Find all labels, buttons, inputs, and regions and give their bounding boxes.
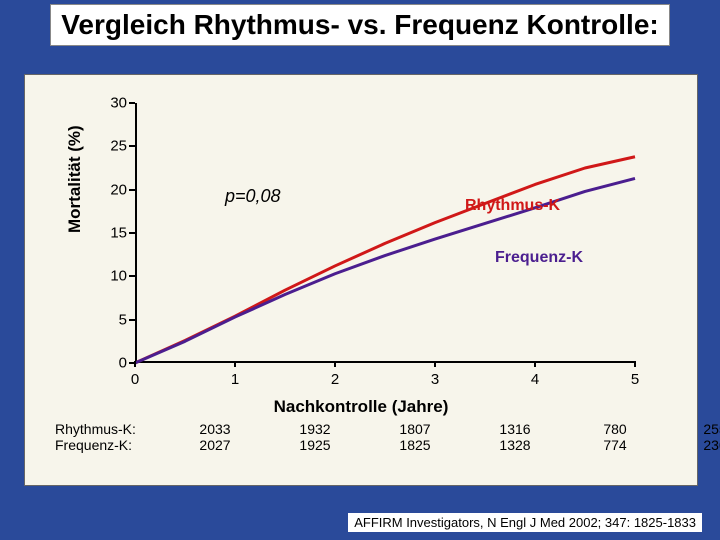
x-tick-label: 1 bbox=[231, 371, 239, 388]
risk-cell: 774 bbox=[565, 437, 665, 453]
y-tick-label: 10 bbox=[110, 268, 127, 285]
x-tick bbox=[334, 361, 336, 367]
plot-area: 051015202530012345p=0,08Rhythmus-KFreque… bbox=[135, 103, 635, 363]
risk-row: Frequenz-K:2027192518251328774236 bbox=[55, 437, 720, 453]
risk-cell: 2033 bbox=[165, 421, 265, 437]
x-tick bbox=[234, 361, 236, 367]
slide: Vergleich Rhythmus- vs. Frequenz Kontrol… bbox=[0, 0, 720, 540]
y-tick bbox=[129, 319, 135, 321]
risk-row: Rhythmus-K:2033193218071316780255 bbox=[55, 421, 720, 437]
citation-text: AFFIRM Investigators, N Engl J Med 2002;… bbox=[348, 513, 702, 532]
risk-cell: 255 bbox=[665, 421, 720, 437]
chart-lines bbox=[135, 103, 635, 363]
risk-cell: 2027 bbox=[165, 437, 265, 453]
chart-panel: Mortalität (%) 0 5 10 15 20 25 30 0 1 2 3 4 5 p=0,08 R… bbox=[24, 74, 698, 486]
x-tick bbox=[434, 361, 436, 367]
title-box: Vergleich Rhythmus- vs. Frequenz Kontrol… bbox=[50, 4, 670, 46]
risk-row-label: Frequenz-K: bbox=[55, 437, 165, 453]
x-tick-label: 2 bbox=[331, 371, 339, 388]
y-tick-label: 20 bbox=[110, 181, 127, 198]
p-value-label: p=0,08 bbox=[225, 186, 281, 207]
risk-cell: 1807 bbox=[365, 421, 465, 437]
series-label: Rhythmus-K bbox=[465, 197, 560, 215]
y-tick-label: 25 bbox=[110, 138, 127, 155]
x-tick-label: 4 bbox=[531, 371, 539, 388]
y-tick bbox=[129, 145, 135, 147]
y-tick bbox=[129, 189, 135, 191]
at-risk-table: Rhythmus-K:2033193218071316780255Frequen… bbox=[55, 421, 720, 453]
risk-cell: 1932 bbox=[265, 421, 365, 437]
slide-title: Vergleich Rhythmus- vs. Frequenz Kontrol… bbox=[59, 9, 661, 41]
risk-cell: 236 bbox=[665, 437, 720, 453]
series-label: Frequenz-K bbox=[495, 249, 583, 267]
risk-cell: 1825 bbox=[365, 437, 465, 453]
risk-cell: 1925 bbox=[265, 437, 365, 453]
risk-cell: 780 bbox=[565, 421, 665, 437]
risk-cell: 1328 bbox=[465, 437, 565, 453]
y-tick bbox=[129, 275, 135, 277]
y-tick bbox=[129, 102, 135, 104]
x-tick bbox=[134, 361, 136, 367]
y-tick bbox=[129, 232, 135, 234]
x-tick bbox=[634, 361, 636, 367]
y-tick-label: 5 bbox=[119, 311, 127, 328]
x-tick-label: 5 bbox=[631, 371, 639, 388]
y-tick-label: 30 bbox=[110, 95, 127, 112]
y-tick-label: 15 bbox=[110, 225, 127, 242]
x-tick-label: 3 bbox=[431, 371, 439, 388]
y-axis-title: Mortalität (%) bbox=[65, 125, 85, 233]
x-tick-label: 0 bbox=[131, 371, 139, 388]
risk-cell: 1316 bbox=[465, 421, 565, 437]
x-axis-title: Nachkontrolle (Jahre) bbox=[25, 397, 697, 417]
risk-row-label: Rhythmus-K: bbox=[55, 421, 165, 437]
x-tick bbox=[534, 361, 536, 367]
y-tick-label: 0 bbox=[119, 355, 127, 372]
